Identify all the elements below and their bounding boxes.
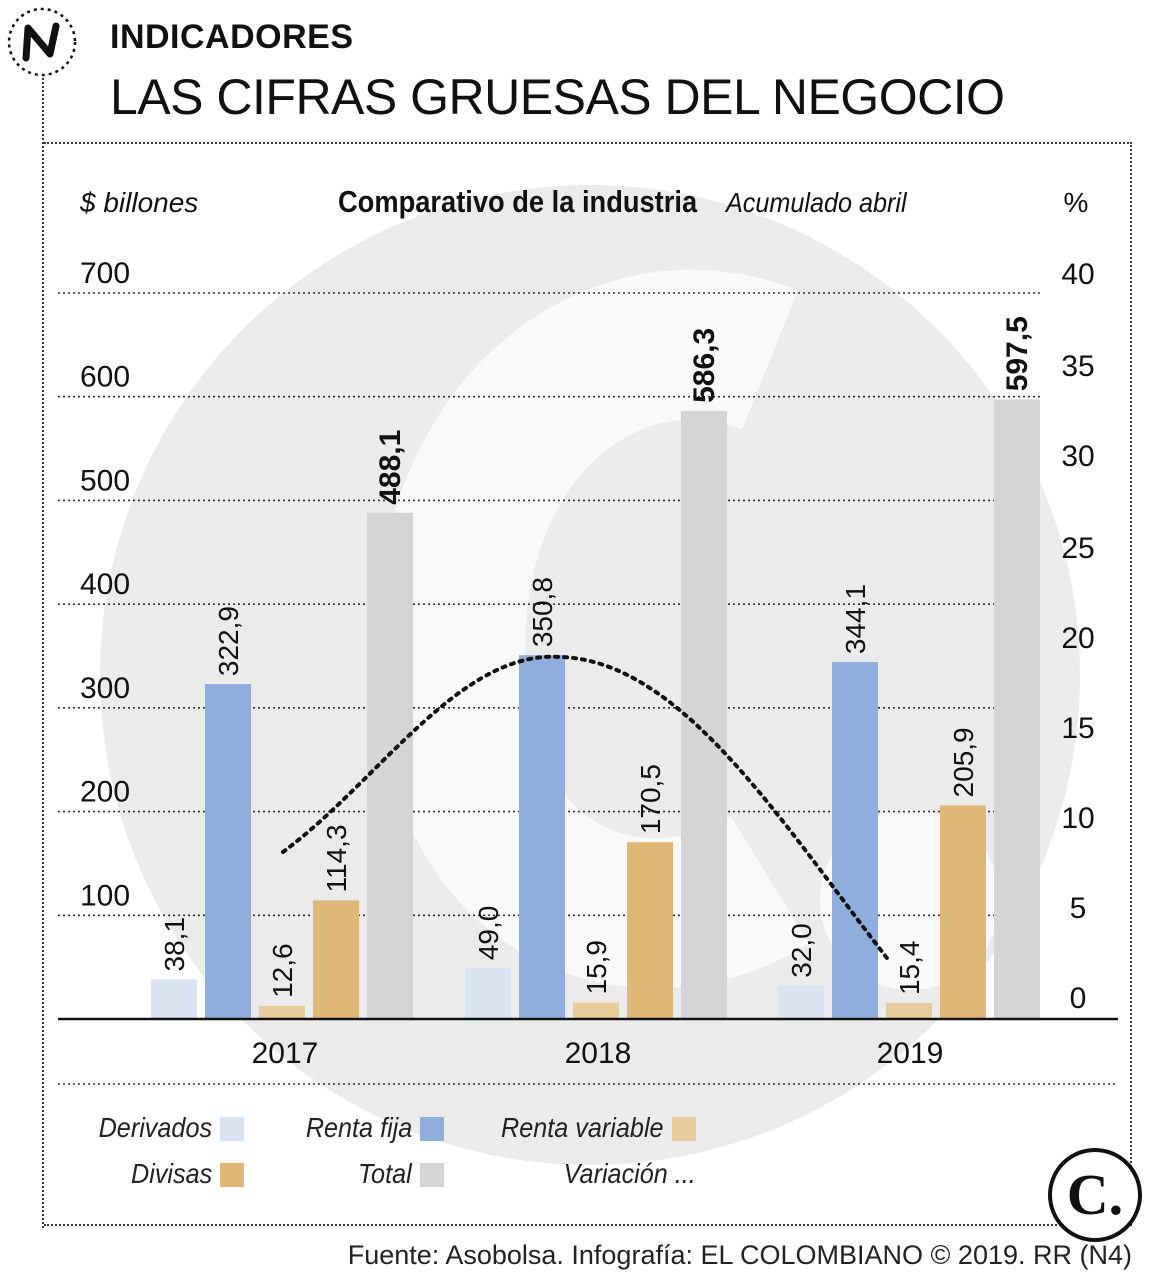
legend-swatch [672, 1117, 696, 1141]
bar-divisas-2017 [313, 900, 359, 1019]
legend-label: Divisas [130, 1158, 212, 1189]
data-label: 49,0 [473, 906, 504, 961]
y2-tick-label: 10 [1061, 802, 1094, 835]
legend-derivados: Derivados [60, 1112, 244, 1148]
legend-divisas: Divisas [60, 1158, 244, 1194]
variation-line [281, 654, 892, 964]
bar-renta-variable-2018 [573, 1002, 619, 1019]
legend-label: Derivados [98, 1112, 212, 1143]
section-label: INDICADORES [110, 18, 354, 56]
chart-texts: 100 200 300 400 500 600 700 0 5 10 15 20 25 30 35 40 201… [79, 185, 1095, 1070]
legend-renta-fija: Renta fija [260, 1112, 444, 1148]
bar-total-2017 [367, 512, 413, 1019]
brand-logo-text: C. [1066, 1162, 1124, 1227]
y2-tick-label: 0 [1070, 982, 1087, 1015]
y-tick-label: 100 [80, 879, 130, 912]
brand-logo: C. [1048, 1148, 1142, 1242]
y2-tick-label: 35 [1061, 350, 1094, 383]
legend-label: Total [358, 1158, 412, 1189]
data-label: 205,9 [948, 727, 979, 797]
y2-tick-label: 15 [1061, 712, 1094, 745]
y-tick-label: 700 [80, 257, 130, 290]
bar-renta-fija-2017 [205, 684, 251, 1019]
y2-tick-label: 25 [1061, 532, 1094, 565]
y2-tick-label: 30 [1061, 440, 1094, 473]
data-label: 322,9 [213, 606, 244, 676]
bars [151, 399, 1040, 1019]
y-tick-label: 400 [80, 568, 130, 601]
data-label: 114,3 [321, 824, 352, 892]
data-label: 350,8 [527, 577, 558, 647]
legend-label: Renta fija [305, 1112, 412, 1143]
newspaper-section-icon [7, 7, 77, 77]
chart-title: Comparativo de la industria [338, 185, 698, 219]
page-title: LAS CIFRAS GRUESAS DEL NEGOCIO [110, 69, 1005, 125]
y2-axis-title: % [1064, 187, 1089, 218]
bar-derivados-2019 [778, 985, 824, 1019]
legend-swatch [420, 1117, 444, 1141]
y-tick-label: 200 [80, 776, 130, 809]
bar-labels: 38,1 322,9 12,6 114,3 488,1 49,0 350,8 15,9 170,… [159, 316, 1034, 998]
frame-border-left [42, 78, 44, 1228]
legend-label: Renta variable [501, 1112, 664, 1143]
legend-label: Variación ... [563, 1158, 696, 1189]
chart-frame [44, 142, 1132, 1226]
data-label: 38,1 [159, 917, 190, 972]
bar-total-2019 [994, 399, 1040, 1019]
source-credit: Fuente: Asobolsa. Infografía: EL COLOMBI… [347, 1240, 1132, 1270]
x-tick-label: 2017 [252, 1037, 319, 1070]
data-label: 15,4 [894, 941, 925, 996]
legend-total: Total [260, 1158, 444, 1194]
bar-divisas-2019 [940, 805, 986, 1019]
bar-renta-variable-2017 [259, 1005, 305, 1019]
bar-renta-fija-2019 [832, 662, 878, 1019]
legend-renta-variable: Renta variable [440, 1112, 696, 1148]
bar-derivados-2018 [465, 968, 511, 1019]
data-label: 597,5 [1001, 316, 1034, 391]
y-tick-label: 500 [80, 464, 130, 497]
legend-swatch [420, 1163, 444, 1187]
data-label: 12,6 [267, 943, 298, 998]
x-tick-label: 2018 [565, 1037, 632, 1070]
legend-swatch [220, 1163, 244, 1187]
legend-swatch [220, 1117, 244, 1141]
bar-renta-variable-2019 [886, 1003, 932, 1019]
bar-total-2018 [681, 410, 727, 1019]
bar-derivados-2017 [151, 979, 197, 1019]
data-label: 32,0 [786, 923, 817, 978]
bar-divisas-2018 [627, 842, 673, 1019]
data-label: 488,1 [374, 430, 407, 505]
y2-tick-label: 20 [1061, 622, 1094, 655]
bar-renta-fija-2018 [519, 655, 565, 1019]
data-label: 170,5 [635, 764, 666, 834]
y2-tick-label: 40 [1061, 258, 1094, 291]
data-label: 586,3 [688, 328, 721, 403]
data-label: 344,1 [840, 584, 871, 654]
legend-variacion: Variación ... [440, 1158, 696, 1194]
x-tick-label: 2019 [877, 1037, 944, 1070]
y-axis-title: $ billones [79, 187, 198, 218]
axes [58, 1017, 1118, 1085]
data-label: 15,9 [581, 940, 612, 995]
chart-subtitle: Acumulado abril [724, 187, 908, 219]
y2-tick-label: 5 [1070, 892, 1087, 925]
y-tick-label: 600 [80, 361, 130, 394]
y-tick-label: 300 [80, 672, 130, 705]
